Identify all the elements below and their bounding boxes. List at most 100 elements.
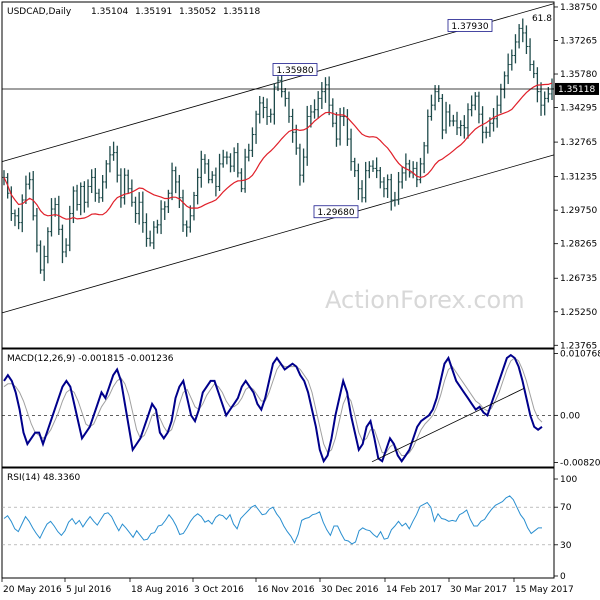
price-bar xyxy=(112,141,116,161)
price-bar xyxy=(287,91,291,123)
price-bar xyxy=(396,171,401,205)
price-bar xyxy=(17,207,21,230)
watermark: ActionForex.com xyxy=(325,286,525,314)
price-bar xyxy=(327,76,331,116)
price-bar xyxy=(228,153,233,173)
price-bar xyxy=(393,191,397,207)
price-bar xyxy=(517,24,521,49)
price-bar xyxy=(49,198,54,237)
annotation-label: 1.37930 xyxy=(451,22,488,32)
macd-label: MACD(12,26,9) -0.001815 -0.001236 xyxy=(7,354,174,364)
rsi-panel: 100 70 30 0 RSI(14) 48.3360 xyxy=(1,467,577,582)
ohlc-high: 1.35191 xyxy=(135,7,172,17)
rsi-y-axis: 100 70 30 0 xyxy=(554,475,577,582)
price-bar xyxy=(188,205,192,233)
price-bar xyxy=(24,175,28,204)
price-header: USDCAD,Daily 1.35104 1.35191 1.35052 1.3… xyxy=(7,7,260,17)
price-bar xyxy=(119,168,123,208)
price-bar xyxy=(301,148,306,183)
price-bar xyxy=(236,142,240,178)
price-bar xyxy=(521,18,525,43)
price-bar xyxy=(375,157,379,179)
rsi-tick-label: 0 xyxy=(560,572,566,582)
macd-frame xyxy=(1,348,555,468)
x-tick-label: 15 May 2017 xyxy=(515,585,574,595)
price-tick-label: 1.25250 xyxy=(560,308,597,318)
price-tick-label: 1.34295 xyxy=(560,104,597,114)
x-tick-label: 20 May 2016 xyxy=(3,585,62,595)
price-bar xyxy=(269,108,273,123)
price-bar xyxy=(20,194,24,233)
x-tick-label: 30 Mar 2017 xyxy=(450,585,507,595)
price-bar xyxy=(159,200,163,235)
price-bar xyxy=(196,168,200,205)
price-bar xyxy=(404,153,408,181)
ohlc-close: 1.35118 xyxy=(223,7,260,17)
price-bar xyxy=(133,196,138,223)
price-bar xyxy=(265,98,269,125)
price-bar xyxy=(64,238,68,258)
price-bar xyxy=(513,34,518,64)
price-tick-label: 1.31235 xyxy=(560,173,597,183)
annotation-label: 1.35980 xyxy=(276,66,313,76)
price-bar xyxy=(429,94,434,121)
price-bar xyxy=(42,245,46,282)
price-bar xyxy=(360,180,364,203)
price-bar xyxy=(451,114,455,127)
ohlc-open: 1.35104 xyxy=(91,7,128,17)
price-bar xyxy=(174,166,178,194)
current-price-badge xyxy=(555,82,599,95)
price-bar xyxy=(13,209,17,227)
price-bar xyxy=(93,168,97,202)
price-bar xyxy=(539,82,543,116)
price-bar xyxy=(247,143,251,162)
price-bar xyxy=(415,161,419,188)
x-tick-label: 5 Jul 2016 xyxy=(66,585,111,595)
price-bar xyxy=(437,85,441,103)
price-bar xyxy=(510,49,514,71)
price-bar xyxy=(470,95,474,117)
price-annotation: 1.29680 xyxy=(313,205,359,218)
price-bar xyxy=(221,149,225,168)
ohlc-low: 1.35052 xyxy=(179,7,216,17)
annotation-label: 1.29680 xyxy=(317,208,354,218)
price-bar xyxy=(298,143,302,186)
price-bar xyxy=(356,163,360,200)
price-tick-label: 1.38750 xyxy=(560,3,597,13)
price-bar xyxy=(312,99,317,119)
price-bar xyxy=(82,181,86,213)
price-bar xyxy=(378,166,382,189)
price-bar xyxy=(349,128,353,171)
price-tick-label: 1.29750 xyxy=(560,206,597,216)
price-bar xyxy=(27,172,32,190)
price-bar xyxy=(115,145,119,183)
price-bar xyxy=(528,38,532,71)
price-bar xyxy=(323,77,328,103)
price-bar xyxy=(477,91,481,124)
price-bar xyxy=(258,95,262,124)
price-bar xyxy=(261,96,265,119)
price-bar xyxy=(144,213,149,247)
x-tick-label: 14 Feb 2017 xyxy=(386,585,442,595)
price-annotations: 1.35980 1.29680 1.37930 xyxy=(272,19,493,218)
price-bar xyxy=(254,110,258,144)
price-bar xyxy=(79,182,83,216)
macd-y-axis: 0.010768 0.00 -0.008203 xyxy=(554,350,600,468)
price-bar xyxy=(166,189,170,214)
price-bar xyxy=(31,170,35,221)
current-price-tag: 1.35118 xyxy=(555,82,599,95)
price-bar xyxy=(192,191,196,221)
price-bar xyxy=(524,25,529,55)
price-bar xyxy=(455,111,459,136)
price-tick-label: 1.35780 xyxy=(560,70,597,80)
channel-line-lower xyxy=(1,154,555,314)
x-tick-label: 30 Dec 2016 xyxy=(321,585,379,595)
price-bar xyxy=(280,75,284,98)
price-bar xyxy=(364,161,368,203)
rsi-line xyxy=(3,495,542,545)
price-tick-label: 1.28265 xyxy=(560,240,597,250)
price-bar xyxy=(382,177,386,198)
rsi-label: RSI(14) 48.3360 xyxy=(7,473,80,483)
rsi-tick-label: 70 xyxy=(560,503,572,513)
price-bar xyxy=(148,230,152,247)
